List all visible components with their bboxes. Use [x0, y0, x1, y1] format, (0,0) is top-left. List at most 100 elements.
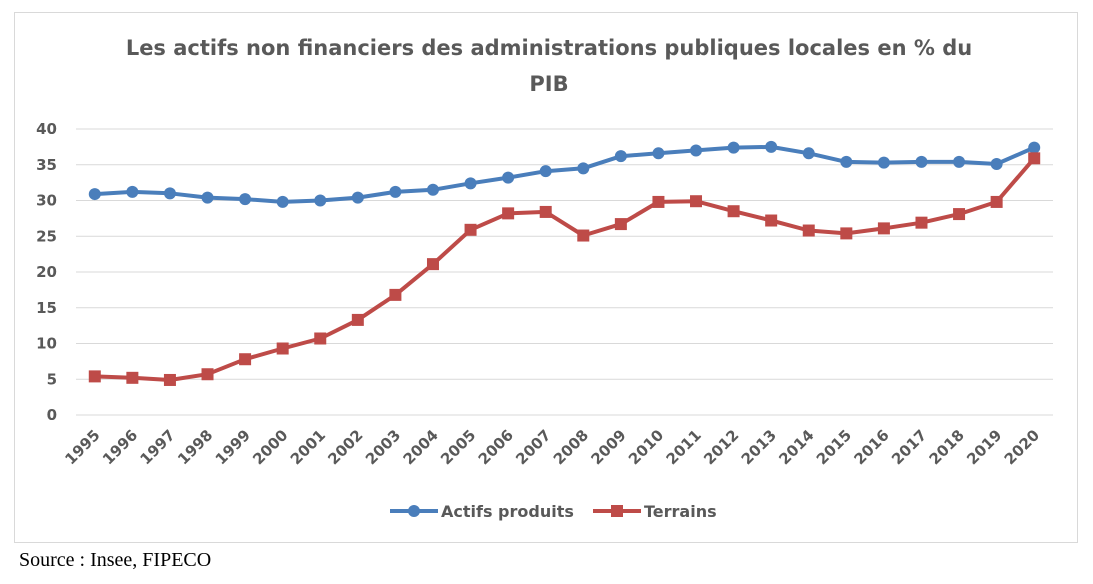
y-axis-tick-labels: 0 5 10 15 20 25 30 35 40: [36, 120, 57, 424]
data-point: [877, 156, 890, 169]
data-point: [239, 193, 252, 206]
data-point: [88, 188, 101, 201]
x-tick-label: 2006: [475, 426, 517, 468]
data-point: [990, 195, 1003, 208]
data-point: [502, 207, 515, 220]
data-point: [351, 191, 364, 204]
data-point: [426, 258, 439, 271]
data-point: [690, 195, 703, 208]
legend: Actifs produits Terrains: [390, 502, 717, 521]
source-note: Source : Insee, FIPECO: [19, 549, 212, 571]
data-point: [276, 195, 289, 208]
data-point: [990, 158, 1003, 171]
y-tick-label: 15: [36, 299, 57, 317]
data-point: [1028, 141, 1041, 154]
data-point: [314, 332, 327, 345]
data-point: [614, 150, 627, 163]
series-line: [92, 156, 1037, 382]
data-point: [389, 185, 402, 198]
x-tick-label: 2016: [850, 426, 892, 468]
x-tick-label: 2011: [663, 426, 705, 468]
data-point: [915, 216, 928, 229]
y-tick-label: 30: [36, 192, 57, 210]
x-tick-label: 2020: [1001, 426, 1043, 468]
x-tick-label: 2014: [775, 426, 817, 468]
data-point: [802, 147, 815, 160]
x-tick-label: 2017: [888, 426, 930, 468]
data-point: [840, 155, 853, 168]
data-point: [201, 191, 214, 204]
data-point: [765, 140, 778, 153]
chart-title-line-2: PIB: [529, 72, 568, 96]
data-point: [614, 218, 627, 231]
x-tick-label: 2003: [362, 426, 404, 468]
data-point: [652, 195, 665, 208]
y-tick-label: 35: [36, 156, 57, 174]
x-tick-label: 2015: [813, 426, 855, 468]
legend-entry: Actifs produits: [390, 502, 574, 521]
x-tick-label: 2001: [287, 426, 329, 468]
data-point: [577, 162, 590, 175]
data-point: [276, 342, 289, 355]
x-tick-label: 2004: [400, 426, 442, 468]
x-tick-label: 2018: [926, 426, 968, 468]
y-tick-label: 0: [47, 406, 57, 424]
chart-title-line-1: Les actifs non financiers des administra…: [126, 36, 972, 60]
y-tick-label: 10: [36, 335, 57, 353]
data-point: [163, 373, 176, 386]
data-point: [502, 171, 515, 184]
y-tick-label: 5: [47, 370, 57, 388]
legend-label: Terrains: [644, 502, 717, 521]
data-point: [464, 223, 477, 236]
data-point: [539, 165, 552, 178]
data-point: [727, 205, 740, 218]
series-0: [88, 140, 1041, 208]
data-point: [577, 229, 590, 242]
chart-title: Les actifs non financiers des administra…: [126, 36, 972, 96]
x-tick-label: 2005: [437, 426, 479, 468]
x-tick-label: 2002: [324, 426, 366, 468]
x-tick-label: 2008: [550, 426, 592, 468]
x-tick-label: 2013: [738, 426, 780, 468]
x-tick-label: 2007: [512, 426, 554, 468]
series-line: [92, 144, 1037, 204]
data-point: [802, 224, 815, 237]
data-point: [88, 370, 101, 383]
legend-entry: Terrains: [593, 502, 717, 521]
data-point: [351, 313, 364, 326]
x-tick-label: 1999: [212, 426, 254, 468]
data-point: [652, 147, 665, 160]
legend-marker: [408, 505, 420, 517]
data-point: [727, 141, 740, 154]
y-tick-label: 40: [36, 120, 57, 138]
legend-marker: [611, 505, 623, 517]
x-tick-label: 1996: [99, 426, 141, 468]
data-point: [426, 183, 439, 196]
data-point: [126, 371, 139, 384]
data-point: [201, 368, 214, 381]
gridlines: [76, 128, 1053, 416]
x-tick-label: 2000: [249, 426, 291, 468]
x-tick-label: 2012: [700, 426, 742, 468]
x-tick-label: 2019: [963, 426, 1005, 468]
data-point: [163, 187, 176, 200]
legend-label: Actifs produits: [441, 502, 574, 521]
data-point: [464, 177, 477, 190]
y-tick-label: 20: [36, 263, 57, 281]
data-point: [1028, 152, 1041, 165]
data-point: [239, 353, 252, 366]
series-1: [88, 152, 1041, 386]
x-tick-label: 2010: [625, 426, 667, 468]
x-tick-label: 1995: [61, 426, 103, 468]
data-point: [953, 208, 966, 221]
data-point: [389, 288, 402, 301]
x-tick-label: 1997: [137, 426, 179, 468]
data-point: [877, 222, 890, 235]
y-tick-label: 25: [36, 227, 57, 245]
x-tick-label: 2009: [587, 426, 629, 468]
chart-frame: [14, 12, 1078, 543]
data-point: [539, 205, 552, 218]
data-point: [953, 155, 966, 168]
data-point: [314, 194, 327, 207]
